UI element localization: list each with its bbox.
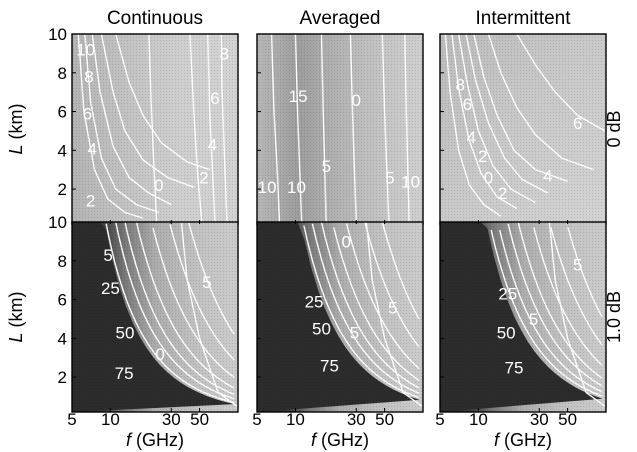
contour-label: 4 <box>543 167 552 186</box>
contour-label: 4 <box>467 128 476 147</box>
x-axis-label: f (GHz) <box>494 430 552 450</box>
contour-label: 5 <box>103 246 112 265</box>
contour-label: 10 <box>401 172 420 191</box>
contour-label: 8 <box>455 75 464 94</box>
y-tick-label: 10 <box>48 213 67 232</box>
x-tick-label: 10 <box>286 410 305 429</box>
y-tick-label: 4 <box>58 329 67 348</box>
contour-label: 0 <box>484 168 493 187</box>
contour-label: 5 <box>322 157 331 176</box>
contour-label: 10 <box>287 178 306 197</box>
contour-label: 5 <box>529 310 538 329</box>
contour-label: 2 <box>86 192 95 211</box>
contour-label: 8 <box>84 68 93 87</box>
y-tick-label: 2 <box>58 368 67 387</box>
contour-label: 4 <box>87 139 96 158</box>
contour-label: 5 <box>385 168 394 187</box>
row-label: 1.0 dB <box>604 291 624 343</box>
texture-overlay <box>72 222 238 412</box>
y-axis-label: L (km) <box>6 104 26 155</box>
y-tick-label: 4 <box>58 141 67 160</box>
contour-label: 2 <box>478 147 487 166</box>
y-tick-label: 8 <box>58 64 67 83</box>
contour-label: 10 <box>258 178 277 197</box>
x-axis-label: f (GHz) <box>311 430 369 450</box>
texture-overlay <box>72 34 238 224</box>
contour-label: 25 <box>305 292 324 311</box>
contour-label: 6 <box>83 104 92 123</box>
contour-label: 6 <box>210 89 219 108</box>
contour-label: 6 <box>573 114 582 133</box>
contour-label: 50 <box>497 324 516 343</box>
x-tick-label: 30 <box>162 410 181 429</box>
texture-overlay <box>440 222 606 412</box>
y-tick-label: 6 <box>58 291 67 310</box>
y-axis-label: L (km) <box>6 292 26 343</box>
y-tick-label: 10 <box>48 25 67 44</box>
contour-label: 0 <box>352 91 361 110</box>
contour-label: 0 <box>341 232 350 251</box>
contour-label: 25 <box>101 279 120 298</box>
contour-label: 75 <box>505 358 524 377</box>
panel-frame <box>439 221 607 413</box>
contour-label: 50 <box>312 320 331 339</box>
texture-overlay <box>257 34 423 224</box>
x-tick-label: 5 <box>435 410 444 429</box>
contour-label: 5 <box>202 273 211 292</box>
x-tick-label: 10 <box>469 410 488 429</box>
contour-label: 15 <box>289 87 308 106</box>
contour-label: 8 <box>219 44 228 63</box>
x-tick-label: 50 <box>190 410 209 429</box>
row-label: 0 dB <box>604 110 624 147</box>
heatmap-panel: 15 10 10 5 0 5 10 <box>256 33 424 225</box>
contour-label: 0 <box>155 345 164 364</box>
x-tick-label: 5 <box>67 410 76 429</box>
contour-label: 5 <box>388 298 397 317</box>
texture-overlay <box>257 222 423 412</box>
texture-overlay <box>440 34 606 224</box>
contour-label: 10 <box>76 41 95 60</box>
x-tick-label: 5 <box>252 410 261 429</box>
contour-label: 75 <box>320 356 339 375</box>
x-tick-label: 10 <box>101 410 120 429</box>
contour-label: 50 <box>115 324 134 343</box>
contour-label: 2 <box>498 184 507 203</box>
y-tick-label: 8 <box>58 252 67 271</box>
contour-label: 5 <box>350 324 359 343</box>
x-tick-label: 30 <box>347 410 366 429</box>
column-title: Continuous <box>107 8 203 29</box>
x-axis-label: f (GHz) <box>126 430 184 450</box>
x-tick-label: 50 <box>375 410 394 429</box>
column-title: Intermittent <box>475 8 571 29</box>
contour-label: 5 <box>573 256 582 275</box>
contour-label: 25 <box>498 285 517 304</box>
contour-label: 0 <box>154 176 163 195</box>
x-tick-label: 30 <box>530 410 549 429</box>
panel-frame <box>256 221 424 413</box>
contour-label: 4 <box>208 136 217 155</box>
y-tick-label: 2 <box>58 180 67 199</box>
x-tick-label: 50 <box>558 410 577 429</box>
contour-label: 75 <box>115 364 134 383</box>
column-title: Averaged <box>300 8 381 29</box>
panel-frame <box>71 221 239 413</box>
contour-label: 6 <box>463 95 472 114</box>
contour-label: 2 <box>199 168 208 187</box>
heatmap-panel: 25 50 75 5 5 <box>439 221 607 413</box>
y-tick-label: 6 <box>58 103 67 122</box>
heatmap-panel: 5 25 50 75 0 5 <box>71 221 239 413</box>
heatmap-panel: 0 25 50 75 5 5 <box>256 221 424 413</box>
